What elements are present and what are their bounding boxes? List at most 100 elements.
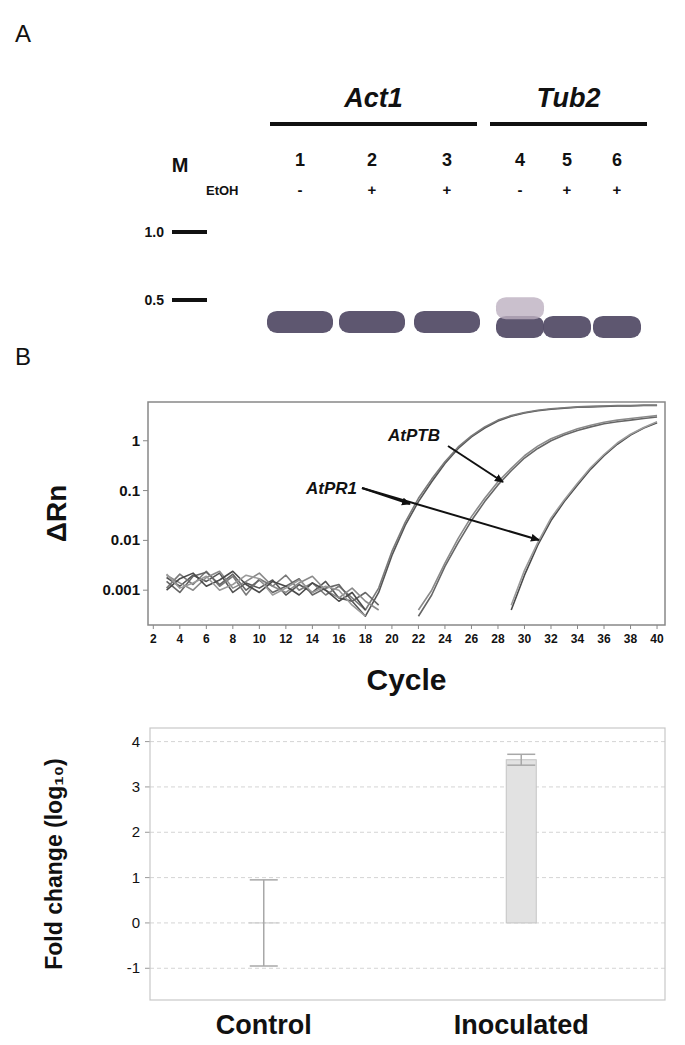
grid-line [150, 741, 665, 742]
size-marker-label: 1.0 [145, 224, 165, 240]
x-tick [312, 625, 313, 629]
x-tick-label: 8 [229, 632, 236, 646]
error-bar [250, 880, 278, 966]
gel: Act1Tub2MEtOH1.00.51-2+3+4-5+6+ [145, 83, 647, 338]
x-tick [365, 625, 366, 629]
category-label: Inoculated [454, 1010, 589, 1040]
lane-number: 3 [442, 150, 452, 170]
x-tick [524, 625, 525, 629]
lane-treatment: - [298, 181, 303, 198]
amplification-curve [167, 422, 657, 616]
x-tick-label: 12 [279, 632, 293, 646]
amplification-curve [167, 406, 657, 617]
x-tick [206, 625, 207, 629]
x-tick [179, 625, 180, 629]
x-tick [604, 625, 605, 629]
x-tick-label: 32 [544, 632, 558, 646]
error-stem [521, 754, 523, 765]
size-marker [172, 230, 207, 234]
annotation-arrow [362, 488, 539, 540]
gel-band [593, 316, 641, 338]
x-tick [259, 625, 260, 629]
marker-lane-label: M [172, 154, 189, 176]
y-tick-label: 4 [132, 733, 140, 750]
y-axis-label: Fold change (log₁₀) [41, 758, 67, 970]
x-tick [577, 625, 578, 629]
bars [249, 754, 537, 966]
gel-band [339, 311, 405, 333]
gene-bracket [270, 122, 477, 126]
plot-frame [148, 402, 665, 625]
amplification-curve [167, 423, 657, 610]
x-tick-label: 16 [332, 632, 346, 646]
grid-line [150, 786, 665, 787]
y-tick [145, 968, 150, 969]
annotation: AtPTB [387, 426, 440, 445]
lane-number: 5 [562, 150, 572, 170]
lane-number: 6 [612, 150, 622, 170]
grid-line [150, 968, 665, 969]
x-tick-label: 40 [650, 632, 664, 646]
x-tick-label: 2 [150, 632, 157, 646]
x-tick-label: 18 [359, 632, 373, 646]
y-axis-label: ΔRn [41, 485, 72, 542]
y-tick [143, 590, 148, 591]
y-tick-label: 2 [132, 823, 140, 840]
x-tick-label: 24 [438, 632, 452, 646]
y-tick-label: 0.01 [111, 531, 140, 548]
gel-band [496, 297, 544, 319]
curves [167, 405, 657, 616]
y-tick [143, 490, 148, 491]
error-cap [507, 764, 535, 766]
x-tick-label: 26 [465, 632, 479, 646]
error-cap [250, 879, 278, 881]
x-tick-label: 28 [491, 632, 505, 646]
y-tick [143, 440, 148, 441]
category-label: Control [216, 1010, 312, 1040]
x-tick-label: 22 [412, 632, 426, 646]
plot-frame [150, 728, 665, 1000]
panel-label: A [15, 20, 31, 47]
x-tick [391, 625, 392, 629]
grid-line [150, 922, 665, 923]
y-tick-label: 1 [132, 432, 140, 449]
error-cap [507, 754, 535, 756]
gel-band [543, 316, 591, 338]
lane-number: 1 [295, 150, 305, 170]
bar-chart: -101234Fold change (log₁₀)ControlInocula… [41, 728, 665, 1040]
amplification-curve [167, 417, 657, 616]
x-tick-label: 10 [253, 632, 267, 646]
lane-treatment: + [563, 181, 572, 198]
x-tick [550, 625, 551, 629]
y-tick [145, 786, 150, 787]
y-tick [143, 540, 148, 541]
y-tick-label: 0 [132, 914, 140, 931]
x-tick [630, 625, 631, 629]
x-tick-label: 36 [597, 632, 611, 646]
error-cap [250, 965, 278, 967]
size-marker [172, 298, 207, 302]
x-tick [232, 625, 233, 629]
y-tick-label: 0.1 [119, 482, 140, 499]
lane-treatment: - [518, 181, 523, 198]
x-axis-label: Cycle [366, 663, 446, 696]
y-tick [145, 922, 150, 923]
lane-number: 2 [367, 150, 377, 170]
y-tick-label: 3 [132, 778, 140, 795]
x-tick-label: 4 [176, 632, 183, 646]
x-tick-label: 20 [385, 632, 399, 646]
y-tick [145, 832, 150, 833]
amplification-curve [167, 416, 657, 610]
x-tick-label: 34 [571, 632, 585, 646]
lane-treatment: + [368, 181, 377, 198]
y-tick-label: 1 [132, 869, 140, 886]
y-tick [145, 877, 150, 878]
x-tick-label: 6 [203, 632, 210, 646]
x-tick-label: 38 [624, 632, 638, 646]
x-tick [471, 625, 472, 629]
lane-treatment: + [613, 181, 622, 198]
x-tick-label: 30 [518, 632, 532, 646]
x-tick [153, 625, 154, 629]
x-tick [338, 625, 339, 629]
gene-label: Act1 [343, 83, 403, 113]
